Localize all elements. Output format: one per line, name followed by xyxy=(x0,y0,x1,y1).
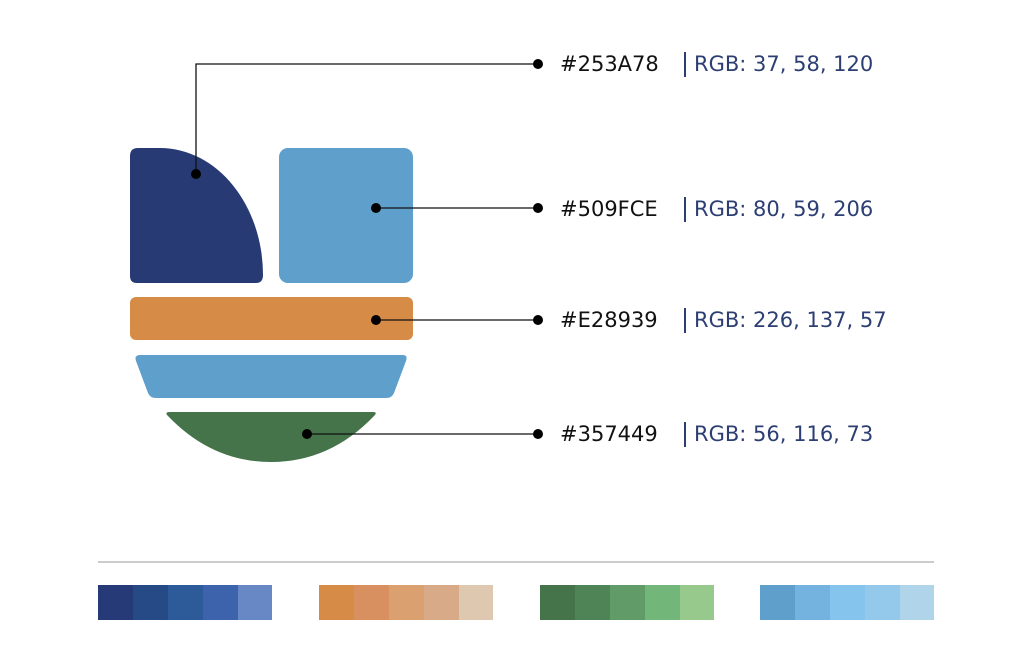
dot xyxy=(302,429,312,439)
dot xyxy=(371,203,381,213)
hex-label: #253A78 xyxy=(560,52,659,76)
square-shape xyxy=(279,148,413,283)
rgb-label: RGB: 56, 116, 73 xyxy=(694,422,873,446)
trapezoid-shape xyxy=(135,355,407,398)
rgb-label: RGB: 37, 58, 120 xyxy=(694,52,873,76)
connector-dots xyxy=(191,59,543,439)
swatch xyxy=(133,585,168,620)
swatch-group xyxy=(760,585,934,620)
swatch-group xyxy=(98,585,272,620)
dot xyxy=(533,59,543,69)
swatch xyxy=(319,585,354,620)
swatch xyxy=(760,585,795,620)
swatch xyxy=(900,585,934,620)
swatch xyxy=(424,585,459,620)
swatch xyxy=(389,585,424,620)
swatch xyxy=(203,585,238,620)
swatch xyxy=(865,585,900,620)
swatch xyxy=(795,585,830,620)
quarter-shape xyxy=(130,148,263,283)
swatch xyxy=(680,585,714,620)
swatch xyxy=(168,585,203,620)
swatch xyxy=(830,585,865,620)
hex-label: #357449 xyxy=(560,422,658,446)
bowl-shape xyxy=(166,412,376,462)
dot xyxy=(191,169,201,179)
dot xyxy=(533,429,543,439)
hex-label: #509FCE xyxy=(560,197,658,221)
dot xyxy=(533,315,543,325)
swatch xyxy=(540,585,575,620)
swatch-group xyxy=(540,585,714,620)
swatch-group xyxy=(319,585,493,620)
dot xyxy=(533,203,543,213)
swatch xyxy=(459,585,493,620)
hex-label: #E28939 xyxy=(560,308,658,332)
bar-shape xyxy=(130,297,413,340)
connector xyxy=(195,63,538,174)
swatch xyxy=(238,585,272,620)
swatch xyxy=(575,585,610,620)
swatch xyxy=(98,585,133,620)
rgb-label: RGB: 80, 59, 206 xyxy=(694,197,873,221)
dot xyxy=(371,315,381,325)
swatch xyxy=(645,585,680,620)
swatch xyxy=(354,585,389,620)
rgb-label: RGB: 226, 137, 57 xyxy=(694,308,887,332)
swatch xyxy=(610,585,645,620)
